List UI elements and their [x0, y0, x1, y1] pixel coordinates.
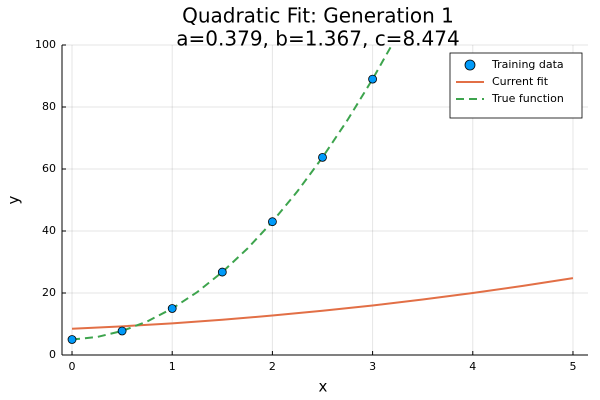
x-tick-label: 5: [569, 360, 576, 373]
point: [368, 74, 377, 84]
x-tick-label: 2: [269, 360, 276, 373]
point: [117, 326, 127, 336]
point: [318, 152, 327, 162]
y-axis-label: y: [5, 195, 23, 204]
legend-label: Training data: [491, 58, 564, 71]
point: [267, 217, 277, 227]
line: [71, 277, 574, 330]
point: [67, 335, 77, 344]
plot-area: [71, 45, 574, 341]
legend-label: Current fit: [492, 75, 549, 88]
x-tick-label: 1: [169, 360, 176, 373]
y-tick-label: 100: [35, 38, 56, 51]
line: [71, 45, 393, 341]
point: [167, 304, 177, 313]
x-axis-label: x: [319, 378, 328, 396]
legend-marker: [464, 59, 476, 71]
y-tick-label: 80: [42, 100, 56, 113]
y-tick-label: 40: [42, 224, 56, 237]
chart-title: Quadratic Fit: Generation 1: [182, 4, 454, 28]
x-tick-label: 3: [369, 360, 376, 373]
x-tick-label: 0: [69, 360, 76, 373]
legend-label: True function: [491, 92, 564, 105]
y-tick-label: 60: [42, 162, 56, 175]
chart-subtitle: a=0.379, b=1.367, c=8.474: [176, 27, 459, 51]
point: [217, 267, 227, 277]
y-tick-label: 0: [49, 348, 56, 361]
y-tick-label: 20: [42, 286, 56, 299]
x-tick-label: 4: [469, 360, 476, 373]
